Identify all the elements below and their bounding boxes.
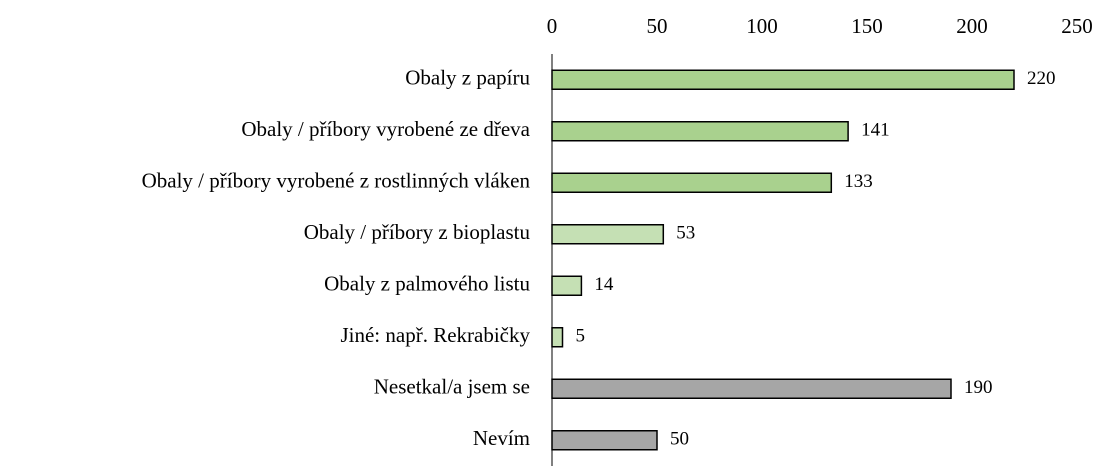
bar	[551, 275, 583, 296]
bar	[551, 224, 665, 245]
data-label: 220	[1027, 68, 1056, 89]
x-tick-label: 0	[547, 14, 558, 38]
y-tick-label: Obaly / příbory vyrobené ze dřeva	[241, 117, 530, 141]
y-tick-label: Obaly z papíru	[405, 66, 530, 90]
x-tick-label: 150	[851, 14, 883, 38]
x-tick-label: 100	[746, 14, 778, 38]
x-tick-label: 200	[956, 14, 988, 38]
data-label: 14	[594, 274, 614, 295]
y-tick-label: Obaly / příbory z bioplastu	[304, 220, 531, 244]
data-label: 133	[844, 171, 873, 192]
y-tick-label: Nesetkal/a jsem se	[374, 375, 530, 399]
bar	[551, 378, 952, 399]
y-tick-label: Jiné: např. Rekrabičky	[340, 323, 530, 347]
x-tick-label: 250	[1061, 14, 1093, 38]
bar	[551, 430, 658, 451]
bar	[551, 69, 1015, 90]
y-tick-label: Nevím	[473, 426, 530, 450]
data-label: 190	[964, 377, 993, 398]
y-tick-label: Obaly z palmového listu	[324, 272, 530, 296]
data-label: 53	[676, 223, 695, 244]
data-label: 50	[670, 429, 689, 450]
data-label: 141	[861, 120, 890, 141]
data-label: 5	[576, 326, 586, 347]
bar	[551, 121, 849, 142]
bar	[551, 327, 564, 348]
x-tick-label: 50	[647, 14, 668, 38]
y-tick-label: Obaly / příbory vyrobené z rostlinných v…	[142, 169, 531, 193]
bar	[551, 172, 833, 193]
